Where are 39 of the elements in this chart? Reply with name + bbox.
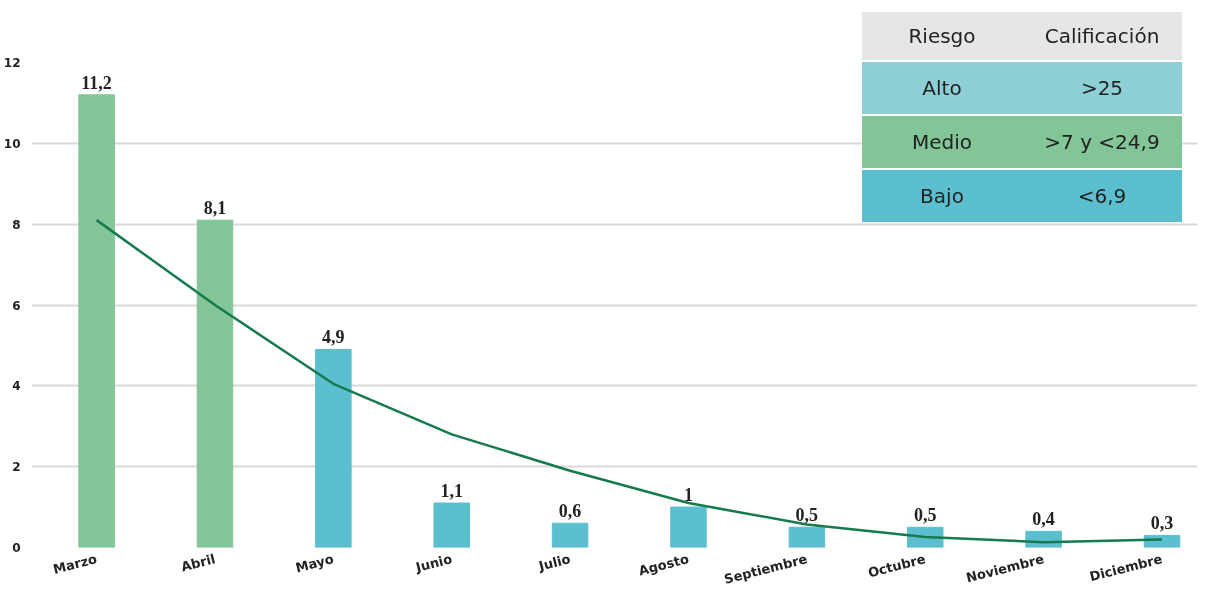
x-tick-label: Marzo [51, 551, 99, 577]
bar [670, 506, 707, 548]
data-label: 1 [683, 485, 693, 506]
y-tick-label: 12 [3, 56, 21, 70]
y-tick-label: 10 [3, 136, 21, 151]
annotation: Medio [910, 129, 974, 156]
y-tick-label: 2 [12, 460, 21, 475]
bar [788, 526, 826, 548]
y-tick-label: 8 [12, 217, 21, 232]
data-label: 1,1 [440, 481, 463, 502]
x-tick-label: Julio [536, 551, 573, 574]
data-label: 8,1 [203, 198, 227, 219]
annotation: <6,9 [1076, 183, 1128, 210]
data-label: 0,4 [1032, 509, 1055, 530]
data-label: 0,3 [1150, 513, 1174, 534]
x-tick-label: Mayo [293, 551, 336, 576]
bar [551, 522, 589, 548]
y-tick-label: 0 [12, 541, 21, 555]
data-label: 4,9 [322, 327, 345, 348]
data-label: 0,5 [795, 505, 819, 526]
annotation: Bajo [919, 183, 965, 210]
y-tick-label: 4 [12, 379, 21, 394]
annotation: Alto [921, 75, 963, 102]
bar [78, 94, 115, 548]
x-tick-label: Junio [413, 551, 454, 576]
text: Riesgo [908, 24, 976, 48]
annotation: >7 y <24,9 [1043, 129, 1161, 156]
annotation: >25 [1079, 75, 1125, 102]
bar [196, 219, 234, 548]
data-label: 0,5 [913, 505, 937, 526]
data-label: 0,6 [558, 501, 582, 522]
x-tick-label: Abril [179, 551, 217, 575]
data-label: 11,2 [81, 72, 112, 93]
text: Calificación [1044, 24, 1160, 48]
bar [433, 502, 470, 548]
x-tick-label: Octubre [866, 551, 928, 581]
y-tick-label: 6 [12, 298, 21, 313]
x-tick-label: Agosto [637, 551, 691, 579]
bar [315, 348, 352, 548]
